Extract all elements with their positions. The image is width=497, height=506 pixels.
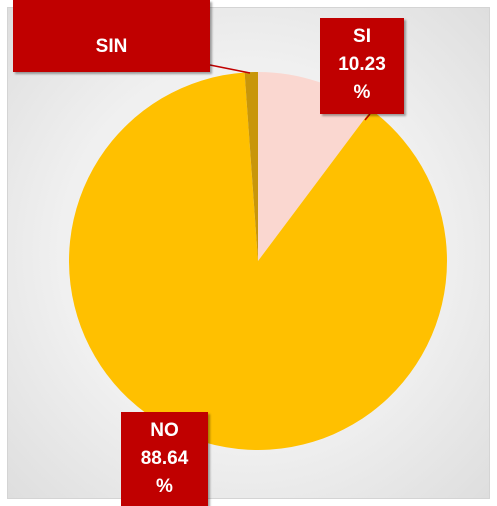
pie-slice-no — [69, 72, 448, 451]
pie-slice-sin — [244, 72, 258, 261]
data-label-si-value: 10.23 — [338, 54, 386, 75]
data-label-si-name: SI — [353, 26, 371, 47]
leader-line-sin — [209, 64, 251, 74]
data-label-si-unit: % — [353, 82, 371, 103]
data-label-si: SI 10.23 % — [320, 18, 404, 114]
data-label-no-value: 88.64 — [140, 448, 189, 469]
data-label-no-name: NO — [150, 420, 179, 441]
data-label-no-unit: % — [156, 476, 173, 497]
data-label-no: NO 88.64 % — [121, 412, 208, 506]
data-label-sin-name: SIN — [95, 36, 128, 57]
pie-slice-si — [258, 72, 372, 261]
leader-line-si — [364, 113, 371, 121]
data-label-sin: SIN — [13, 0, 210, 72]
